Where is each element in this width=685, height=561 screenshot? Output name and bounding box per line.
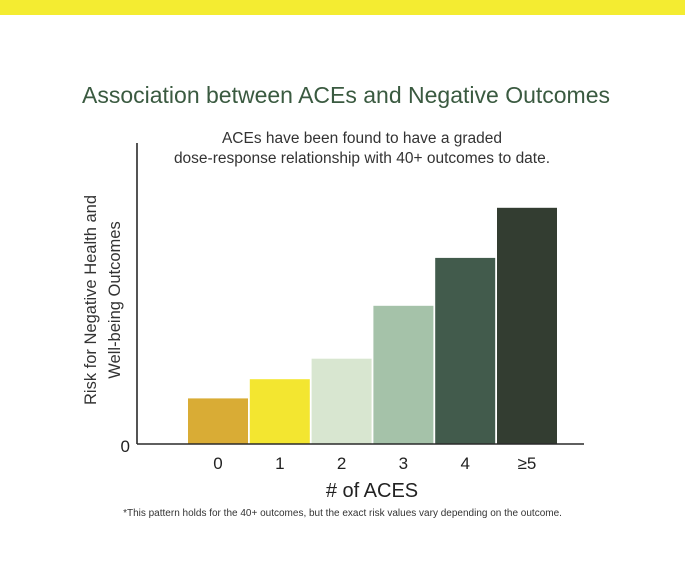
footnote: *This pattern holds for the 40+ outcomes… <box>123 508 562 519</box>
bar-2 <box>311 358 372 444</box>
y-tick-label: 0 <box>121 437 130 456</box>
bar-0 <box>188 398 248 444</box>
x-tick-label: ≥5 <box>518 454 537 473</box>
chart-subtitle: ACEs have been found to have a graded dos… <box>174 130 550 167</box>
y-axis-label-line: Risk for Negative Health and <box>82 195 100 405</box>
x-tick-label: 4 <box>460 454 469 473</box>
x-tick-labels: 0 1 2 3 4 ≥5 <box>213 454 536 473</box>
page-title: Association between ACEs and Negative Ou… <box>82 82 611 108</box>
y-axis-label: Risk for Negative Health and Well-being O… <box>82 195 124 405</box>
y-tick-labels: 0 <box>121 437 130 456</box>
chart-subtitle-line: ACEs have been found to have a graded <box>222 130 502 147</box>
x-tick-label: 2 <box>337 454 346 473</box>
x-tick-label: 3 <box>399 454 408 473</box>
bar-4 <box>435 257 496 444</box>
bar-series <box>188 207 557 444</box>
y-axis-label-line: Well-being Outcomes <box>106 221 124 378</box>
bar-5 <box>497 207 557 444</box>
x-tick-label: 0 <box>213 454 222 473</box>
bar-3 <box>373 305 434 444</box>
x-axis-label: # of ACES <box>326 480 418 502</box>
bar-1 <box>249 379 310 444</box>
top-accent-bar <box>0 0 685 15</box>
x-tick-label: 1 <box>275 454 284 473</box>
chart-subtitle-line: dose-response relationship with 40+ outc… <box>174 150 550 167</box>
